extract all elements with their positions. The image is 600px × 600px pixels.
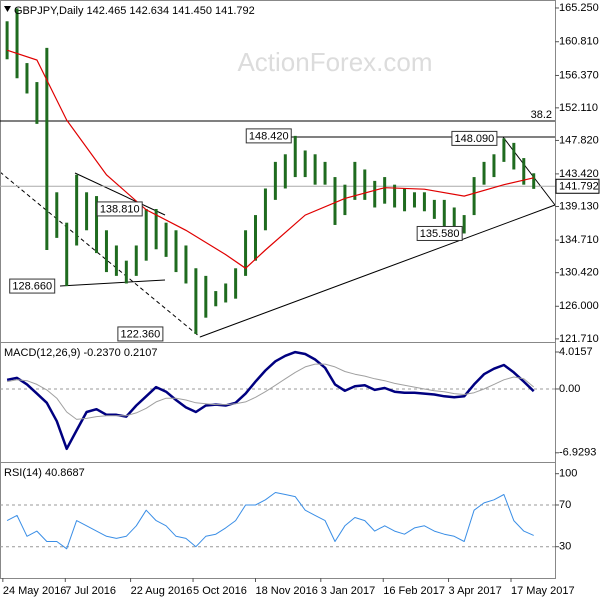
trendline bbox=[59, 279, 166, 287]
price-annotation-box bbox=[451, 130, 498, 146]
fib-label: 38.2 bbox=[531, 109, 552, 121]
trendline bbox=[502, 136, 556, 206]
trendline bbox=[0, 171, 201, 338]
price-annotation-box bbox=[416, 225, 463, 241]
y-tick-label: 70 bbox=[559, 499, 571, 511]
x-tick-label: 3 Apr 2017 bbox=[449, 585, 502, 597]
y-tick-label: 139.130 bbox=[559, 200, 599, 212]
y-tick-label: 147.820 bbox=[559, 134, 599, 146]
y-tick-label: 165.250 bbox=[559, 2, 599, 14]
price-annotation-box bbox=[96, 201, 143, 217]
y-tick-label: 30 bbox=[559, 541, 571, 553]
x-tick-label: 3 Jan 2017 bbox=[321, 585, 375, 597]
x-tick-label: 16 Feb 2017 bbox=[383, 585, 445, 597]
y-tick-label: 0.00 bbox=[559, 383, 580, 395]
panel-frame bbox=[0, 462, 556, 579]
y-tick-label: 156.370 bbox=[559, 69, 599, 81]
x-tick-label: 24 May 2016 bbox=[3, 585, 67, 597]
y-tick-label: -6.9293 bbox=[559, 447, 596, 459]
y-tick-label: 130.420 bbox=[559, 267, 599, 279]
last-price-box bbox=[555, 178, 600, 194]
x-tick-label: 17 May 2017 bbox=[511, 585, 575, 597]
price-annotation: 135.580 bbox=[420, 228, 460, 240]
indicator-line bbox=[7, 363, 535, 420]
price-annotation-box bbox=[117, 326, 164, 342]
price-annotation: 128.660 bbox=[12, 280, 52, 292]
panel-title: RSI(14) 40.8687 bbox=[4, 467, 85, 479]
y-tick-label: 134.710 bbox=[559, 234, 599, 246]
price-annotation: 122.360 bbox=[120, 328, 160, 340]
y-tick-label: 143.420 bbox=[559, 168, 599, 180]
x-tick-label: 5 Oct 2016 bbox=[193, 585, 247, 597]
price-annotation: 148.090 bbox=[455, 133, 495, 145]
trendline bbox=[199, 204, 556, 338]
indicator-line bbox=[6, 350, 535, 451]
price-annotation: 148.420 bbox=[249, 130, 289, 142]
y-tick-label: 4.0157 bbox=[559, 346, 593, 358]
trendlines bbox=[0, 136, 556, 338]
panel-title: MACD(12,26,9) -0.2370 0.2107 bbox=[4, 347, 157, 359]
menu-icon bbox=[4, 6, 11, 12]
indicator-line bbox=[6, 492, 534, 550]
price-annotation: 138.810 bbox=[100, 203, 140, 215]
trendline bbox=[74, 172, 166, 216]
panel-title: GBPJPY,Daily 142.465 142.634 141.450 141… bbox=[14, 5, 255, 17]
x-tick-label: 18 Nov 2016 bbox=[255, 585, 317, 597]
y-tick-label: 160.810 bbox=[559, 36, 599, 48]
y-tick-label: 100 bbox=[559, 468, 577, 480]
x-tick-label: 22 Aug 2016 bbox=[131, 585, 193, 597]
price-annotation-box bbox=[245, 128, 292, 144]
x-tick-label: 7 Jul 2016 bbox=[65, 585, 116, 597]
watermark: ActionForex.com bbox=[237, 47, 432, 77]
y-tick-label: 126.000 bbox=[559, 300, 599, 312]
last-price-label: 141.792 bbox=[559, 181, 599, 193]
y-tick-label: 152.110 bbox=[559, 102, 598, 114]
moving-average bbox=[6, 49, 534, 270]
price-annotation-box bbox=[9, 278, 56, 294]
y-tick-label: 121.710 bbox=[559, 333, 599, 345]
